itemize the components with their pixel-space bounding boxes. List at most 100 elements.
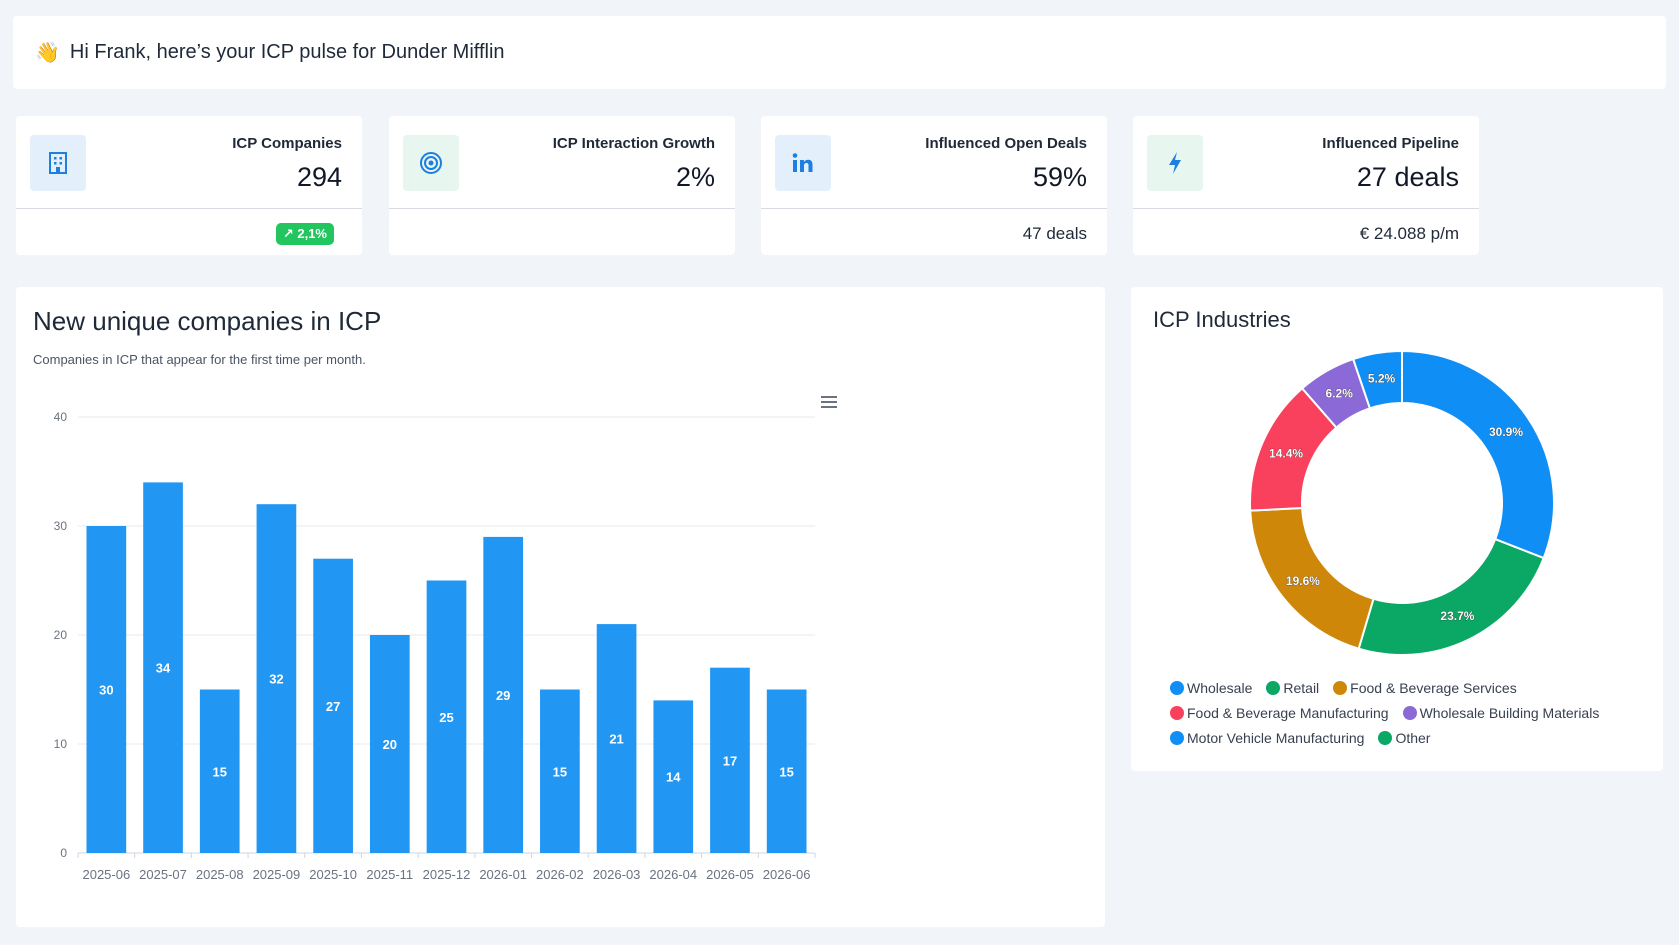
bar-data-label: 17 bbox=[723, 753, 737, 768]
kpi-label: Influenced Pipeline bbox=[1322, 135, 1459, 152]
donut-slice-label: 23.7% bbox=[1440, 609, 1474, 623]
donut-legend: Wholesale Retail Food & Beverage Services F… bbox=[1170, 680, 1640, 755]
kpi-value: 59% bbox=[1032, 162, 1087, 192]
x-tick-label: 2026-04 bbox=[649, 867, 697, 882]
x-tick-label: 2026-05 bbox=[706, 867, 754, 882]
legend-marker bbox=[1170, 706, 1184, 720]
legend-row: Motor Vehicle Manufacturing Other bbox=[1170, 730, 1640, 746]
kpi-divider bbox=[389, 208, 735, 209]
x-tick-label: 2026-03 bbox=[593, 867, 641, 882]
kpi-card-influenced-pipeline: Influenced Pipeline 27 deals € 24.088 p/… bbox=[1133, 116, 1479, 255]
trend-up-badge: ↗ 2,1% bbox=[275, 223, 334, 245]
legend-marker bbox=[1266, 681, 1281, 695]
legend-label: Food & Beverage Services bbox=[1350, 680, 1517, 696]
donut-slice bbox=[1351, 349, 1403, 410]
hamburger-menu-icon[interactable] bbox=[821, 395, 841, 413]
y-tick-label: 10 bbox=[54, 737, 68, 751]
kpi-card-icp-companies: ICP Companies 294 ↗ 2,1% bbox=[16, 116, 362, 255]
bar-data-label: 15 bbox=[779, 764, 793, 779]
kpi-label: Influenced Open Deals bbox=[925, 135, 1087, 152]
kpi-value: 294 bbox=[296, 162, 342, 192]
trend-up-icon: ↗ bbox=[282, 226, 294, 241]
donut-slice bbox=[1357, 537, 1545, 656]
legend-marker bbox=[1402, 706, 1417, 720]
legend-marker bbox=[1378, 731, 1393, 745]
bar-data-label: 21 bbox=[609, 732, 623, 747]
donut-slice-label: 14.4% bbox=[1269, 447, 1303, 461]
building-icon bbox=[30, 135, 86, 191]
legend-item[interactable]: Motor Vehicle Manufacturing bbox=[1170, 730, 1364, 746]
legend-item[interactable]: Retail bbox=[1266, 680, 1319, 696]
donut-slice-label: 30.9% bbox=[1489, 425, 1523, 439]
target-icon bbox=[403, 135, 459, 191]
bar bbox=[426, 580, 467, 853]
bar bbox=[766, 689, 807, 853]
greeting-banner: 👋 Hi Frank, here’s your ICP pulse for Du… bbox=[13, 16, 1666, 89]
x-tick-label: 2025-08 bbox=[196, 867, 244, 882]
kpi-value: 2% bbox=[675, 162, 715, 192]
legend-label: Retail bbox=[1283, 680, 1320, 696]
panel-subtitle: Companies in ICP that appear for the fir… bbox=[33, 352, 366, 367]
bar-data-label: 20 bbox=[383, 737, 397, 752]
panel-title: ICP Industries bbox=[1153, 307, 1291, 332]
donut-slice bbox=[1401, 349, 1555, 560]
donut-slice-label: 6.2% bbox=[1326, 387, 1354, 401]
bar bbox=[483, 536, 524, 853]
legend-item[interactable]: Wholesale Building Materials bbox=[1402, 705, 1600, 721]
kpi-divider bbox=[16, 208, 362, 209]
legend-item[interactable]: Other bbox=[1378, 730, 1430, 746]
y-tick-label: 30 bbox=[54, 519, 68, 533]
legend-marker bbox=[1170, 731, 1184, 745]
legend-label: Other bbox=[1395, 730, 1431, 746]
x-tick-label: 2025-06 bbox=[82, 867, 130, 882]
legend-item[interactable]: Wholesale bbox=[1170, 680, 1252, 696]
legend-label: Wholesale Building Materials bbox=[1419, 705, 1600, 721]
x-tick-label: 2026-01 bbox=[479, 867, 527, 882]
kpi-divider bbox=[761, 208, 1107, 209]
y-tick-label: 40 bbox=[54, 410, 68, 424]
kpi-label: ICP Companies bbox=[232, 135, 342, 152]
bar-data-label: 25 bbox=[439, 710, 453, 725]
x-tick-label: 2025-07 bbox=[139, 867, 187, 882]
legend-item[interactable]: Food & Beverage Services bbox=[1333, 680, 1517, 696]
y-tick-label: 20 bbox=[54, 628, 68, 642]
legend-row: Food & Beverage Manufacturing Wholesale B… bbox=[1170, 705, 1640, 721]
x-tick-label: 2025-09 bbox=[253, 867, 301, 882]
bar bbox=[369, 635, 410, 853]
x-tick-label: 2025-10 bbox=[309, 867, 357, 882]
x-tick-label: 2025-12 bbox=[423, 867, 471, 882]
donut-slice-label: 19.6% bbox=[1286, 574, 1320, 588]
linkedin-icon bbox=[775, 135, 831, 191]
bar-data-label: 30 bbox=[99, 683, 113, 698]
legend-marker bbox=[1170, 681, 1184, 695]
legend-label: Wholesale bbox=[1187, 680, 1253, 696]
kpi-label: ICP Interaction Growth bbox=[552, 135, 715, 152]
kpi-sub-value: € 24.088 p/m bbox=[1359, 224, 1459, 243]
bar-data-label: 14 bbox=[666, 770, 681, 785]
kpi-value: 27 deals bbox=[1356, 162, 1459, 192]
legend-marker bbox=[1333, 681, 1348, 695]
bar-data-label: 15 bbox=[212, 764, 226, 779]
donut-slice-label: 5.2% bbox=[1368, 372, 1396, 386]
wave-emoji: 👋 bbox=[35, 42, 60, 64]
greeting-text: Hi Frank, here’s your ICP pulse for Dund… bbox=[69, 41, 505, 63]
bar-data-label: 15 bbox=[553, 764, 567, 779]
kpi-card-influenced-open-deals: Influenced Open Deals 59% 47 deals bbox=[761, 116, 1107, 255]
bar-data-label: 27 bbox=[326, 699, 340, 714]
bar-data-label: 32 bbox=[269, 672, 283, 687]
legend-row: Wholesale Retail Food & Beverage Services bbox=[1170, 680, 1640, 696]
x-tick-label: 2026-06 bbox=[763, 867, 811, 882]
bar bbox=[199, 689, 240, 853]
kpi-sub-value: 47 deals bbox=[1022, 224, 1087, 243]
bar bbox=[540, 689, 580, 853]
kpi-divider bbox=[1133, 208, 1479, 209]
bar bbox=[596, 624, 637, 853]
panel-title: New unique companies in ICP bbox=[33, 306, 382, 336]
y-tick-label: 0 bbox=[60, 846, 67, 860]
bar-data-label: 29 bbox=[496, 688, 510, 703]
legend-item[interactable]: Food & Beverage Manufacturing bbox=[1170, 705, 1389, 721]
bar-data-label: 34 bbox=[156, 661, 171, 676]
bar bbox=[710, 667, 750, 853]
